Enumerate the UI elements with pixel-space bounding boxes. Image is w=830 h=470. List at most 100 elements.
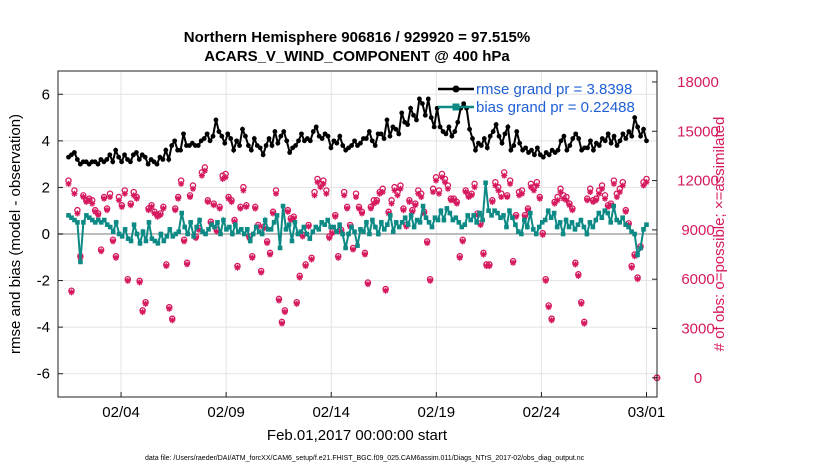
- bias-point: [408, 213, 414, 218]
- rmse-point: [296, 138, 301, 144]
- obs-assimilated-point: [189, 185, 196, 192]
- obs-assimilated-point: [587, 189, 594, 196]
- rmse-point: [470, 136, 475, 141]
- obs-assimilated-point: [498, 194, 505, 201]
- obs-assimilated-point: [468, 192, 475, 199]
- bias-point: [90, 217, 95, 223]
- rmse-point: [555, 147, 561, 153]
- y-axis-right-label: # of obs: o=possible; ×=assimilated: [711, 117, 728, 352]
- obs-assimilated-point: [350, 246, 357, 253]
- bias-point: [459, 224, 465, 230]
- obs-assimilated-point: [504, 194, 511, 201]
- bias-point: [492, 208, 497, 214]
- rmse-point: [399, 110, 405, 116]
- bias-point: [644, 222, 649, 227]
- obs-assimilated-point: [118, 203, 125, 210]
- obs-assimilated-point: [278, 320, 285, 327]
- rmse-point: [248, 147, 254, 153]
- rmse-point: [638, 133, 643, 139]
- bias-point: [137, 241, 143, 246]
- rmse-point: [231, 147, 237, 153]
- bias-point: [629, 229, 634, 234]
- y-tick-label-left: 6: [42, 86, 50, 103]
- bias-point: [438, 208, 444, 214]
- bias-point: [244, 227, 250, 232]
- obs-assimilated-point: [400, 207, 407, 214]
- obs-assimilated-point: [542, 277, 549, 284]
- rmse-point: [567, 143, 573, 148]
- rmse-point: [145, 161, 151, 167]
- bias-point: [393, 220, 399, 225]
- obs-assimilated-point: [92, 208, 99, 215]
- obs-assimilated-point: [533, 182, 540, 189]
- obs-assimilated-point: [89, 200, 96, 207]
- bias-point: [167, 227, 173, 232]
- rmse-point: [363, 136, 369, 141]
- rmse-point: [425, 96, 431, 102]
- bias-point: [206, 227, 211, 232]
- obs-assimilated-point: [184, 261, 191, 268]
- obs-assimilated-point: [65, 180, 72, 187]
- rmse-point: [481, 136, 487, 141]
- bias-point: [185, 231, 190, 237]
- rmse-point: [478, 143, 484, 148]
- obs-assimilated-point: [213, 228, 220, 235]
- rmse-point: [207, 138, 213, 144]
- bias-point: [516, 229, 521, 234]
- obs-assimilated-point: [382, 287, 389, 294]
- bias-point: [176, 229, 182, 234]
- bias-point: [307, 236, 313, 241]
- rmse-point: [629, 133, 635, 139]
- obs-assimilated-point: [275, 297, 282, 304]
- obs-assimilated-point: [95, 212, 102, 219]
- obs-assimilated-point: [249, 254, 256, 261]
- obs-assimilated-point: [109, 238, 116, 245]
- obs-assimilated-point: [622, 208, 629, 215]
- rmse-point: [366, 129, 372, 134]
- bias-point: [253, 224, 259, 230]
- bias-point: [75, 220, 80, 225]
- obs-assimilated-point: [240, 187, 247, 194]
- bias-point: [355, 243, 360, 248]
- obs-assimilated-point: [181, 238, 188, 245]
- bias-point: [599, 215, 605, 220]
- obs-assimilated-point: [344, 205, 351, 212]
- bias-point: [325, 217, 331, 223]
- bias-point: [203, 231, 208, 237]
- bias-point: [426, 220, 432, 225]
- bias-point: [194, 224, 199, 230]
- bias-point: [557, 220, 563, 225]
- obs-assimilated-point: [172, 207, 179, 214]
- rmse-point: [275, 140, 281, 146]
- bias-point: [262, 217, 268, 223]
- obs-assimilated-point: [456, 254, 463, 261]
- rmse-point: [74, 157, 80, 162]
- bias-point: [593, 217, 599, 223]
- y-tick-label-right: 9000: [681, 222, 714, 239]
- rmse-point: [228, 136, 234, 141]
- obs-assimilated-point: [433, 177, 440, 184]
- rmse-point: [210, 133, 216, 139]
- obs-assimilated-point: [124, 277, 131, 284]
- obs-assimilated-point: [438, 174, 445, 181]
- y-tick-label-right: 3000: [681, 321, 714, 338]
- bias-point: [605, 210, 611, 216]
- obs-assimilated-point: [71, 190, 78, 197]
- obs-assimilated-point: [519, 190, 526, 197]
- rmse-point: [378, 131, 384, 137]
- bias-point: [465, 213, 471, 218]
- rmse-point: [293, 143, 298, 148]
- obs-assimilated-point: [364, 281, 371, 288]
- bias-point: [161, 238, 167, 244]
- obs-assimilated-point: [424, 240, 431, 247]
- obs-assimilated-point: [267, 251, 274, 258]
- rmse-point: [113, 147, 119, 153]
- obs-assimilated-point: [572, 261, 579, 268]
- bias-point: [313, 224, 319, 230]
- rmse-point: [358, 140, 363, 146]
- bias-point: [122, 227, 128, 232]
- obs-assimilated-point: [596, 190, 603, 197]
- bias-point: [533, 231, 539, 237]
- rmse-point: [558, 138, 564, 144]
- obs-assimilated-point: [314, 179, 321, 186]
